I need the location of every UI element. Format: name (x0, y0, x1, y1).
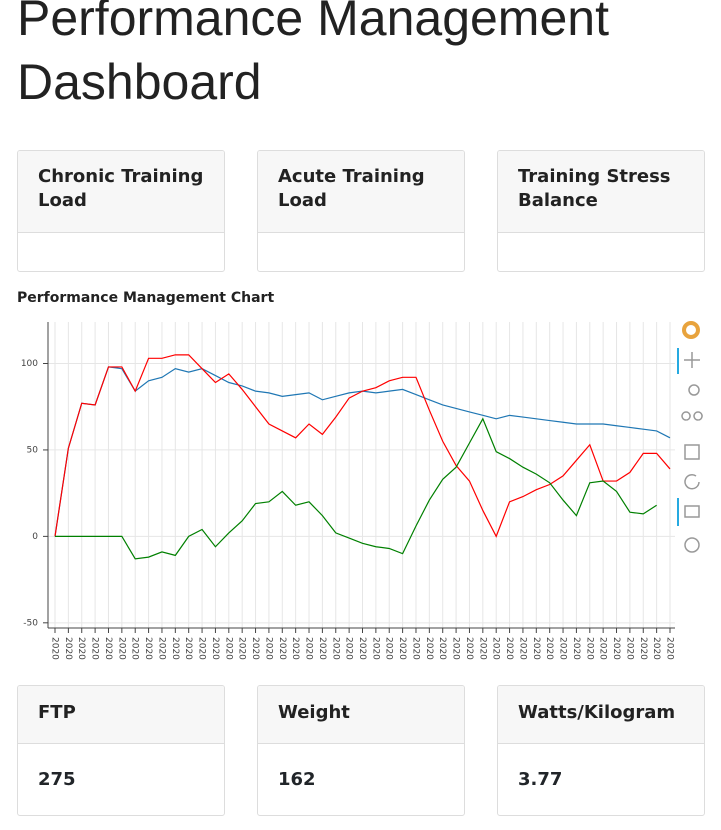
x-tick-label: 2020 (130, 637, 140, 660)
x-tick-label: 2020 (437, 637, 447, 660)
x-tick-label: 2020 (424, 637, 434, 660)
x-tick-label: 2020 (223, 637, 233, 660)
card-title: Chronic Training Load (18, 151, 224, 233)
x-tick-label: 2020 (304, 637, 314, 660)
toolbar (677, 321, 703, 553)
x-tick-label: 2020 (571, 637, 581, 660)
plot-area (48, 322, 675, 628)
x-tick-label: 2020 (290, 637, 300, 660)
x-tick-label: 2020 (491, 637, 501, 660)
reset-tool[interactable] (684, 474, 700, 490)
metric-card: Acute Training Load (257, 150, 465, 272)
x-tick-label: 2020 (76, 637, 86, 660)
metric-card: Watts/Kilogram 3.77 (497, 685, 705, 816)
card-title: FTP (18, 686, 224, 744)
x-tick-label: 2020 (63, 637, 73, 660)
series-line (55, 417, 657, 560)
grid (48, 322, 675, 628)
x-tick-label: 2020 (103, 637, 113, 660)
wheel-zoom-tool[interactable] (681, 411, 703, 421)
card-value: 275 (38, 769, 76, 790)
save-tool[interactable] (684, 444, 700, 460)
x-tick-label: 2020 (504, 637, 514, 660)
x-tick-label: 2020 (344, 637, 354, 660)
x-tick-label: 2020 (477, 637, 487, 660)
x-tick-label: 2020 (116, 637, 126, 660)
card-title: Acute Training Load (258, 151, 464, 233)
x-tick-label: 2020 (156, 637, 166, 660)
x-tick-label: 2020 (531, 637, 541, 660)
x-tick-label: 2020 (357, 637, 367, 660)
card-title: Weight (258, 686, 464, 744)
chart-title: Performance Management Chart (17, 290, 275, 306)
y-tick-label: 50 (27, 445, 39, 455)
x-tick-label: 2020 (250, 637, 260, 660)
metric-card: FTP 275 (17, 685, 225, 816)
x-tick-label: 2020 (263, 637, 273, 660)
x-tick-label: 2020 (517, 637, 527, 660)
y-tick-label: -50 (23, 618, 38, 628)
x-tick-label: 2020 (558, 637, 568, 660)
bokeh-logo (682, 321, 700, 339)
metric-card: Weight 162 (257, 685, 465, 816)
y-tick-label: 0 (32, 532, 38, 542)
y-tick-label: 100 (21, 359, 38, 369)
x-tick-label: 2020 (598, 637, 608, 660)
metric-card: Training Stress Balance (497, 150, 705, 272)
x-tick-label: 2020 (410, 637, 420, 660)
x-tick-label: 2020 (370, 637, 380, 660)
x-tick-label: 2020 (397, 637, 407, 660)
pan-tool[interactable] (684, 352, 700, 368)
x-tick-label: 2020 (237, 637, 247, 660)
hover-tool[interactable] (684, 505, 700, 518)
metric-card: Chronic Training Load (17, 150, 225, 272)
x-tick-label: 2020 (317, 637, 327, 660)
x-tick-label: 2020 (197, 637, 207, 660)
x-tick-label: 2020 (638, 637, 648, 660)
x-tick-label: 2020 (330, 637, 340, 660)
x-tick-label: 2020 (50, 637, 60, 660)
x-tick-label: 2020 (651, 637, 661, 660)
page-title: Performance Management Dashboard (17, 0, 609, 110)
x-tick-label: 2020 (451, 637, 461, 660)
x-tick-label: 2020 (624, 637, 634, 660)
x-tick-label: 2020 (183, 637, 193, 660)
x-tick-label: 2020 (210, 637, 220, 660)
x-tick-label: 2020 (277, 637, 287, 660)
x-tick-label: 2020 (464, 637, 474, 660)
x-tick-label: 2020 (170, 637, 180, 660)
x-tick-label: 2020 (584, 637, 594, 660)
help-tool[interactable] (684, 537, 700, 553)
card-title: Watts/Kilogram (498, 686, 704, 744)
card-value: 162 (278, 769, 316, 790)
box-zoom-tool[interactable] (688, 384, 700, 396)
series-line (54, 354, 671, 538)
card-title: Training Stress Balance (498, 151, 704, 233)
x-tick-label: 2020 (665, 637, 675, 660)
chart: 2020 2020 2020 2020 2020 2020 2020 2020 2020 2020… (21, 321, 703, 660)
x-tick-label: 2020 (143, 637, 153, 660)
x-tick-label: 2020 (611, 637, 621, 660)
card-value: 3.77 (518, 769, 563, 790)
x-tick-label: 2020 (90, 637, 100, 660)
x-tick-label: 2020 (384, 637, 394, 660)
x-tick-label: 2020 (544, 637, 554, 660)
